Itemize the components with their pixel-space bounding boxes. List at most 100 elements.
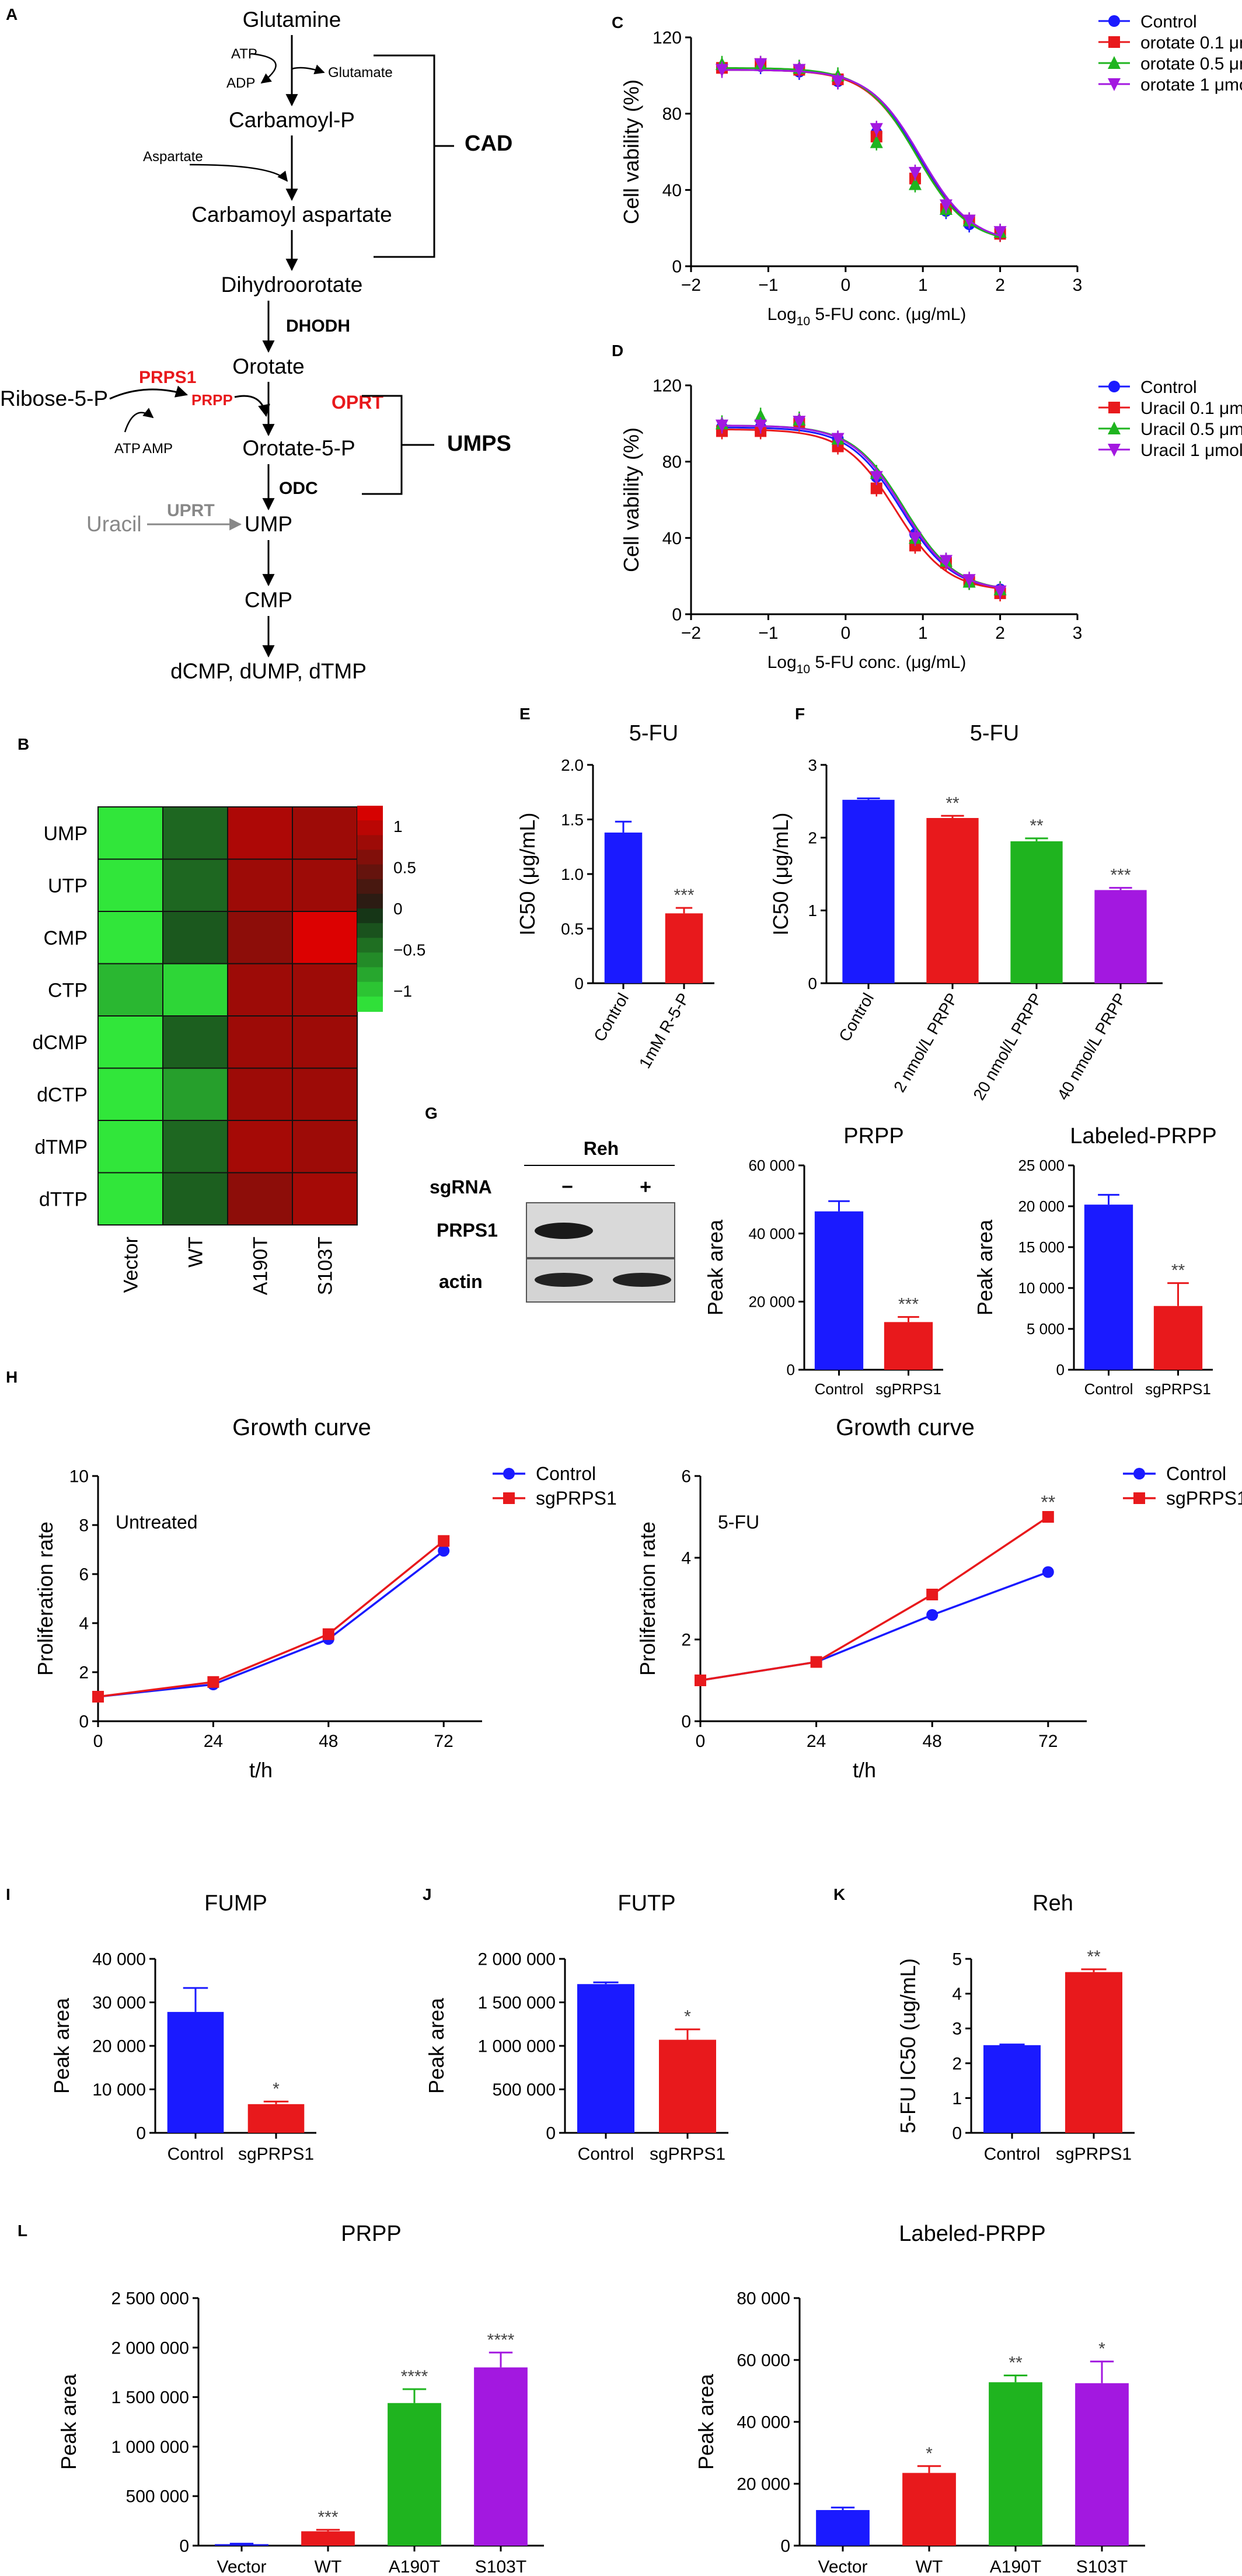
legend-label: Uracil 0.1 μmol/L bbox=[1140, 399, 1242, 418]
node-cmp: CMP bbox=[245, 588, 292, 612]
x-tick-label: −1 bbox=[758, 276, 778, 295]
y-tick-label: 2 000 000 bbox=[111, 2338, 189, 2358]
cofactor-glutamate: Glutamate bbox=[328, 65, 393, 81]
y-tick-label: 0 bbox=[672, 605, 682, 625]
bar-chart-i: FUMP 0 10 000 20 000 30 000 40 000 Peak area Co… bbox=[50, 1891, 316, 2164]
color-scale-label: 1 bbox=[393, 817, 403, 836]
y-tick-label: 8 bbox=[79, 1516, 89, 1536]
heatmap-cell bbox=[292, 1120, 358, 1174]
heatmap-row-label: dCMP bbox=[33, 1032, 88, 1054]
x-tick-label: 3 bbox=[1073, 624, 1083, 643]
y-tick-label: 2 bbox=[681, 1631, 691, 1650]
data-point bbox=[908, 166, 922, 180]
series-line-1 bbox=[700, 1516, 1049, 1682]
bar bbox=[388, 2403, 441, 2546]
blot-lane-plus: + bbox=[640, 1176, 651, 1198]
color-scale-step bbox=[357, 850, 383, 865]
y-tick-label: 40 000 bbox=[737, 2413, 790, 2432]
data-point bbox=[715, 64, 728, 77]
heatmap-cell bbox=[97, 858, 163, 912]
data-point bbox=[754, 419, 767, 433]
chart-annotation: 5-FU bbox=[718, 1512, 759, 1533]
y-axis-label: Proliferation rate bbox=[33, 1522, 57, 1676]
data-point bbox=[993, 585, 1007, 598]
heatmap-cell bbox=[162, 1015, 228, 1069]
enzyme-prps1: PRPS1 bbox=[139, 368, 196, 387]
y-tick-label: 1 000 000 bbox=[478, 2037, 556, 2056]
x-tick-label: −2 bbox=[681, 624, 701, 643]
charts-layer: UMP UTP CMP CTP dCMP dCTP dTMP dTTP Vector WT A190… bbox=[33, 12, 1242, 2576]
blot-actin-band-2 bbox=[613, 1273, 671, 1287]
y-axis-label: IC50 (μg/mL) bbox=[769, 813, 793, 936]
x-tick-label: S103T bbox=[475, 2557, 526, 2576]
bracket-cad bbox=[374, 54, 454, 258]
bar bbox=[1153, 1306, 1203, 1370]
heatmap-row-label: UMP bbox=[43, 823, 88, 845]
chart-title: PRPP bbox=[843, 1124, 903, 1148]
heatmap-cell bbox=[97, 1015, 163, 1069]
arc-aspartate bbox=[189, 163, 288, 182]
panel-label-d: D bbox=[612, 342, 623, 360]
y-tick-label: 6 bbox=[681, 1467, 691, 1487]
heatmap-cell bbox=[292, 963, 358, 1017]
panel-label-f: F bbox=[795, 705, 805, 723]
chart-title: 5-FU bbox=[629, 721, 678, 746]
panel-label-b: B bbox=[18, 735, 29, 753]
x-tick-label: 2 nmol/L PRPP bbox=[890, 990, 961, 1095]
cofactor-amp: AMP bbox=[142, 441, 173, 457]
y-axis-label: IC50 (μg/mL) bbox=[515, 813, 539, 936]
x-tick-label: Control bbox=[835, 990, 877, 1045]
x-tick-label: sgPRPS1 bbox=[1056, 2145, 1132, 2164]
legend-marker bbox=[1108, 56, 1121, 69]
x-tick-label: A190T bbox=[389, 2557, 440, 2576]
significance-label: *** bbox=[898, 1295, 919, 1314]
x-tick-label: 0 bbox=[696, 1732, 706, 1751]
x-tick-label: S103T bbox=[1076, 2557, 1128, 2576]
x-tick-label: 2 bbox=[995, 276, 1005, 295]
heatmap-cell bbox=[97, 963, 163, 1017]
x-tick-label: Control bbox=[578, 2145, 634, 2164]
y-tick-label: 4 bbox=[79, 1614, 89, 1634]
color-scale-step bbox=[357, 938, 383, 953]
x-tick-label: WT bbox=[315, 2557, 342, 2576]
blot-lane-minus: − bbox=[561, 1176, 573, 1198]
chart-title: PRPP bbox=[341, 2222, 401, 2246]
pathway-diagram: Glutamine Carbamoyl-P Carbamoyl aspartat… bbox=[0, 8, 512, 683]
x-tick-label: 0 bbox=[840, 624, 850, 643]
node-uracil: Uracil bbox=[86, 512, 142, 536]
x-tick-label: 48 bbox=[319, 1732, 338, 1751]
blot-row-actin: actin bbox=[439, 1271, 483, 1292]
bar bbox=[1094, 890, 1147, 983]
data-point bbox=[438, 1535, 450, 1547]
y-axis-label: Peak area bbox=[694, 2373, 718, 2470]
chart-title: Growth curve bbox=[836, 1415, 975, 1440]
bar-chart-g1: PRPP 0 20 000 40 000 60 000 Peak area Control *… bbox=[703, 1124, 943, 1398]
heatmap-cell bbox=[162, 1067, 228, 1121]
legend-label: Uracil 0.5 μmol/L bbox=[1140, 420, 1242, 439]
heatmap-cell bbox=[162, 858, 228, 912]
legend-label: orotate 1 μmol/L bbox=[1140, 75, 1242, 95]
node-dihydroorotate: Dihydroorotate bbox=[221, 273, 363, 297]
y-tick-label: 0 bbox=[952, 2124, 962, 2143]
enzyme-oprt: OPRT bbox=[332, 392, 383, 413]
data-point bbox=[322, 1628, 334, 1640]
significance-label: ** bbox=[1041, 1492, 1055, 1513]
data-point bbox=[793, 416, 806, 429]
color-scale-step bbox=[357, 864, 383, 880]
heatmap-cell bbox=[97, 1067, 163, 1121]
y-tick-label: 0 bbox=[808, 974, 817, 993]
enzyme-dhodh: DHODH bbox=[286, 316, 350, 336]
chart-title: Reh bbox=[1032, 1891, 1073, 1916]
y-tick-label: 40 bbox=[662, 529, 682, 548]
bar-chart-j: FUTP 0 500 000 1 000 000 1 500 000 2 000 000 P… bbox=[424, 1891, 728, 2164]
y-axis-label: Proliferation rate bbox=[636, 1522, 660, 1676]
y-tick-label: 40 bbox=[662, 181, 682, 200]
cofactor-atp: ATP bbox=[231, 46, 257, 62]
node-dnucleotides: dCMP, dUMP, dTMP bbox=[170, 659, 367, 683]
fit-curve-1 bbox=[722, 429, 1000, 590]
significance-label: *** bbox=[1110, 866, 1131, 885]
x-tick-label: 48 bbox=[923, 1732, 942, 1751]
data-point bbox=[870, 482, 882, 495]
color-scale-step bbox=[357, 996, 383, 1012]
